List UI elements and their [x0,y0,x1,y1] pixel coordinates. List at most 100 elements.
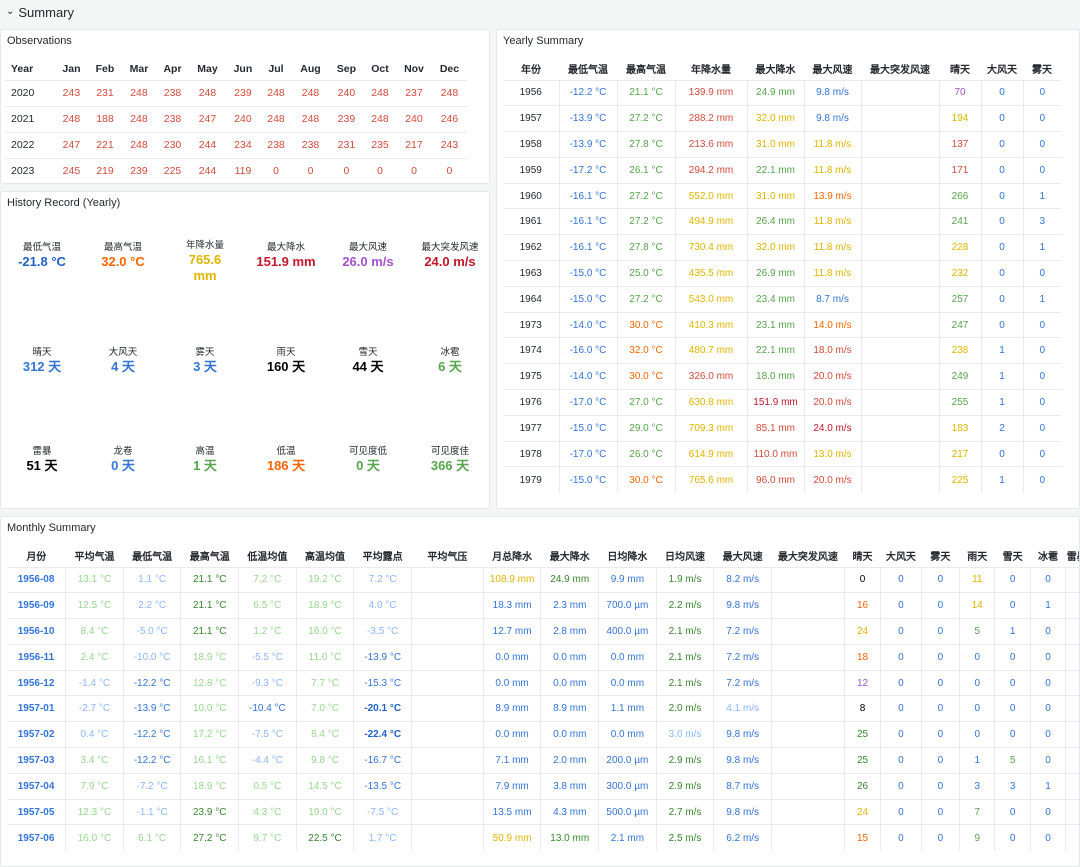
table-row: 1957-04 7.9 °C -7.2 °C 18.9 °C 0.5 °C 14.5 °C… [7,772,1079,800]
value-cell: 552.0 mm [674,182,747,209]
value-cell: 27.8 °C [616,131,675,158]
value-cell: 9.7 °C [238,824,297,851]
value-cell: 247 [938,311,981,338]
value-cell: 11.8 m/s [803,208,861,235]
value-cell [770,824,845,851]
value-cell: 12.7 mm [482,618,541,645]
value-cell [860,311,939,338]
stat-value: 26.0 m/s [342,254,394,269]
summary-row-header[interactable]: ⌄ Summary [0,0,1080,24]
value-cell [1065,566,1079,593]
month-link[interactable]: 1956-09 [7,592,66,619]
month-link[interactable]: 1956-10 [7,618,66,645]
value-cell [410,798,484,825]
table-row: 1979 -15.0 °C 30.0 °C 765.6 mm 96.0 mm 20.0 m… [503,466,1061,493]
column-header: Jul [268,62,284,75]
value-cell: -5.0 °C [122,618,181,645]
value-cell: 16.0 °C [65,824,124,851]
year-cell: 1957 [503,105,559,132]
month-link[interactable]: 1957-06 [7,824,66,851]
value-cell: 2.3 mm [540,592,599,619]
value-cell: 0 [920,592,960,619]
stat-value: 51 天 [26,458,58,473]
month-link[interactable]: 1957-03 [7,747,66,774]
month-link[interactable]: 1957-04 [7,772,66,800]
value-cell [770,798,845,825]
stat-value: 1 天 [193,458,217,473]
value-cell: 0 [994,721,1031,748]
column-header: 晴天 [852,552,873,564]
value-cell [1065,824,1079,851]
value-cell: 8.2 m/s [713,566,772,593]
value-cell: 0 [994,695,1031,722]
count-cell: 231 [328,131,364,158]
value-cell: 6.5 °C [238,592,297,619]
value-cell: 7.7 °C [295,669,354,696]
table-row: 1956 -12.2 °C 21.1 °C 139.9 mm 24.9 mm 9.8 m/… [503,79,1061,106]
value-cell: 0 [1029,618,1066,645]
value-cell: -15.3 °C [353,669,412,696]
value-cell: -16.1 °C [558,208,617,235]
month-link[interactable]: 1957-05 [7,798,66,825]
value-cell: -16.1 °C [558,234,617,261]
value-cell: 0 [920,798,960,825]
count-cell: 247 [189,105,226,132]
value-cell: 13.1 °C [65,566,124,593]
column-header: 冰雹 [1038,552,1059,564]
column-header: 雷暴 [1066,552,1079,564]
value-cell: 8.4 °C [65,618,124,645]
value-cell: 0 [880,618,922,645]
month-link[interactable]: 1957-02 [7,721,66,748]
value-cell: 30.0 °C [616,466,675,493]
value-cell: 24.0 m/s [803,414,861,442]
value-cell: 0 [980,105,1023,132]
value-cell: 0.0 mm [482,669,541,696]
column-header: 最高气温 [189,552,230,564]
value-cell: 1 [980,466,1023,493]
value-cell: 410.3 mm [674,311,747,338]
month-link[interactable]: 1956-11 [7,643,66,671]
month-link[interactable]: 1957-01 [7,695,66,722]
stat-item: 可见度低 0 天 [327,446,409,473]
value-cell: 0.0 mm [598,721,657,748]
month-link[interactable]: 1956-08 [7,566,66,593]
value-cell: 765.6 mm [674,466,747,493]
count-cell: 238 [292,131,329,158]
value-cell: 1 [980,337,1023,364]
value-cell: 0.0 mm [540,669,599,696]
value-cell: 5 [994,747,1031,774]
value-cell: 0 [920,824,960,851]
value-cell: 27.2 °C [616,285,675,313]
value-cell: 27.8 °C [616,234,675,261]
column-header: 月份 [26,552,47,564]
value-cell: 0 [1022,389,1061,416]
value-cell: 27.2 °C [616,105,675,132]
value-cell: -7.2 °C [122,772,181,800]
value-cell [770,566,845,593]
value-cell: 0 [959,643,995,671]
stat-label: 低温 [276,446,296,457]
value-cell: -3.5 °C [353,618,412,645]
value-cell: 709.3 mm [674,414,747,442]
count-cell: 248 [259,79,293,106]
value-cell: 0 [959,721,995,748]
stat-item: 高温 1 天 [164,446,246,473]
value-cell: 18.3 mm [482,592,541,619]
count-cell: 248 [259,105,293,132]
value-cell: 0 [1029,747,1066,774]
column-header: Dec [439,62,460,75]
value-cell: 3.0 m/s [655,721,714,748]
value-cell: 32.0 mm [746,234,804,261]
value-cell: -13.5 °C [353,772,412,800]
value-cell: -12.2 °C [122,669,181,696]
value-cell: 8.9 mm [482,695,541,722]
value-cell: 0 [1022,105,1061,132]
stat-label: 雨天 [276,347,296,358]
value-cell: 1 [1022,182,1061,209]
column-header: May [197,62,218,75]
month-link[interactable]: 1956-12 [7,669,66,696]
count-cell: 230 [155,131,190,158]
stat-item: 雨天 160 天 [245,347,327,374]
value-cell: 21.1 °C [180,592,239,619]
stat-value: 24.0 m/s [424,254,476,269]
